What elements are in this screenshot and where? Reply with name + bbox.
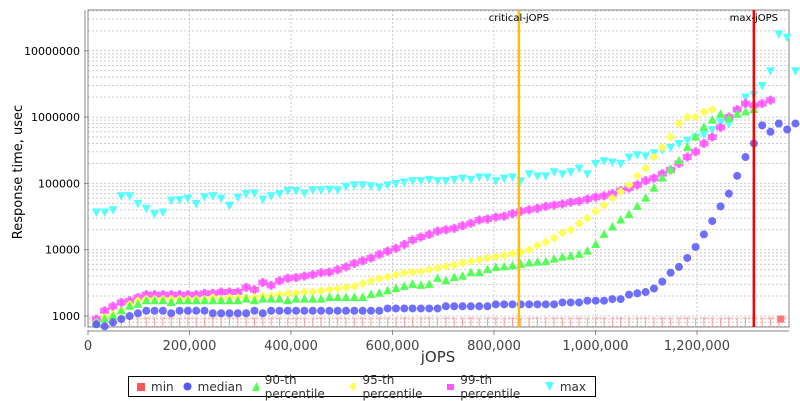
legend-item-p95: 95-th percentile (349, 373, 438, 401)
diamond-icon (349, 382, 357, 391)
square-icon (137, 382, 145, 391)
legend-item-p90: 90-th percentile (251, 372, 341, 401)
svg-text:400,000: 400,000 (264, 339, 318, 354)
triangle-up-icon (251, 382, 259, 391)
legend-label: median (197, 379, 243, 394)
legend-label: 95-th percentile (362, 372, 423, 401)
svg-text:600,000: 600,000 (366, 339, 420, 354)
legend: min median 90-th percentile 95-th percen… (128, 373, 596, 401)
svg-text:100000: 100000 (38, 177, 80, 190)
legend-item-median: median (183, 380, 243, 394)
svg-text:1000: 1000 (52, 310, 80, 323)
legend-label: 90-th percentile (264, 372, 325, 401)
plus-icon (447, 383, 455, 390)
y-axis-label: Response time, usec (11, 105, 26, 239)
x-axis-label: jOPS (420, 348, 456, 366)
svg-text:max-jOPS: max-jOPS (730, 13, 778, 24)
svg-text:800,000: 800,000 (467, 339, 521, 354)
svg-text:1,200,000: 1,200,000 (664, 339, 730, 354)
svg-text:10000: 10000 (45, 244, 80, 257)
legend-item-max: max (544, 379, 586, 394)
min-series (88, 315, 789, 327)
svg-text:10000000: 10000000 (24, 45, 80, 58)
legend-label: min (151, 379, 174, 394)
axes: 0 200,000 400,000 600,000 800,000 1,000,000 1,… (24, 10, 789, 354)
annotations: critical-jOPS max-jOPS (489, 10, 778, 327)
svg-text:critical-jOPS: critical-jOPS (489, 13, 549, 24)
legend-label: 99-th percentile (460, 372, 521, 401)
legend-item-p99: 99-th percentile (447, 373, 536, 401)
circle-icon (183, 382, 192, 391)
legend-item-min: min (137, 380, 174, 394)
svg-text:200,000: 200,000 (163, 339, 217, 354)
svg-text:1,000,000: 1,000,000 (562, 339, 628, 354)
plot-area (87, 9, 790, 328)
svg-text:1000000: 1000000 (31, 111, 80, 124)
triangle-down-icon (544, 382, 554, 391)
svg-text:0: 0 (84, 339, 92, 354)
legend-label: max (559, 379, 586, 394)
data-points (91, 30, 800, 331)
